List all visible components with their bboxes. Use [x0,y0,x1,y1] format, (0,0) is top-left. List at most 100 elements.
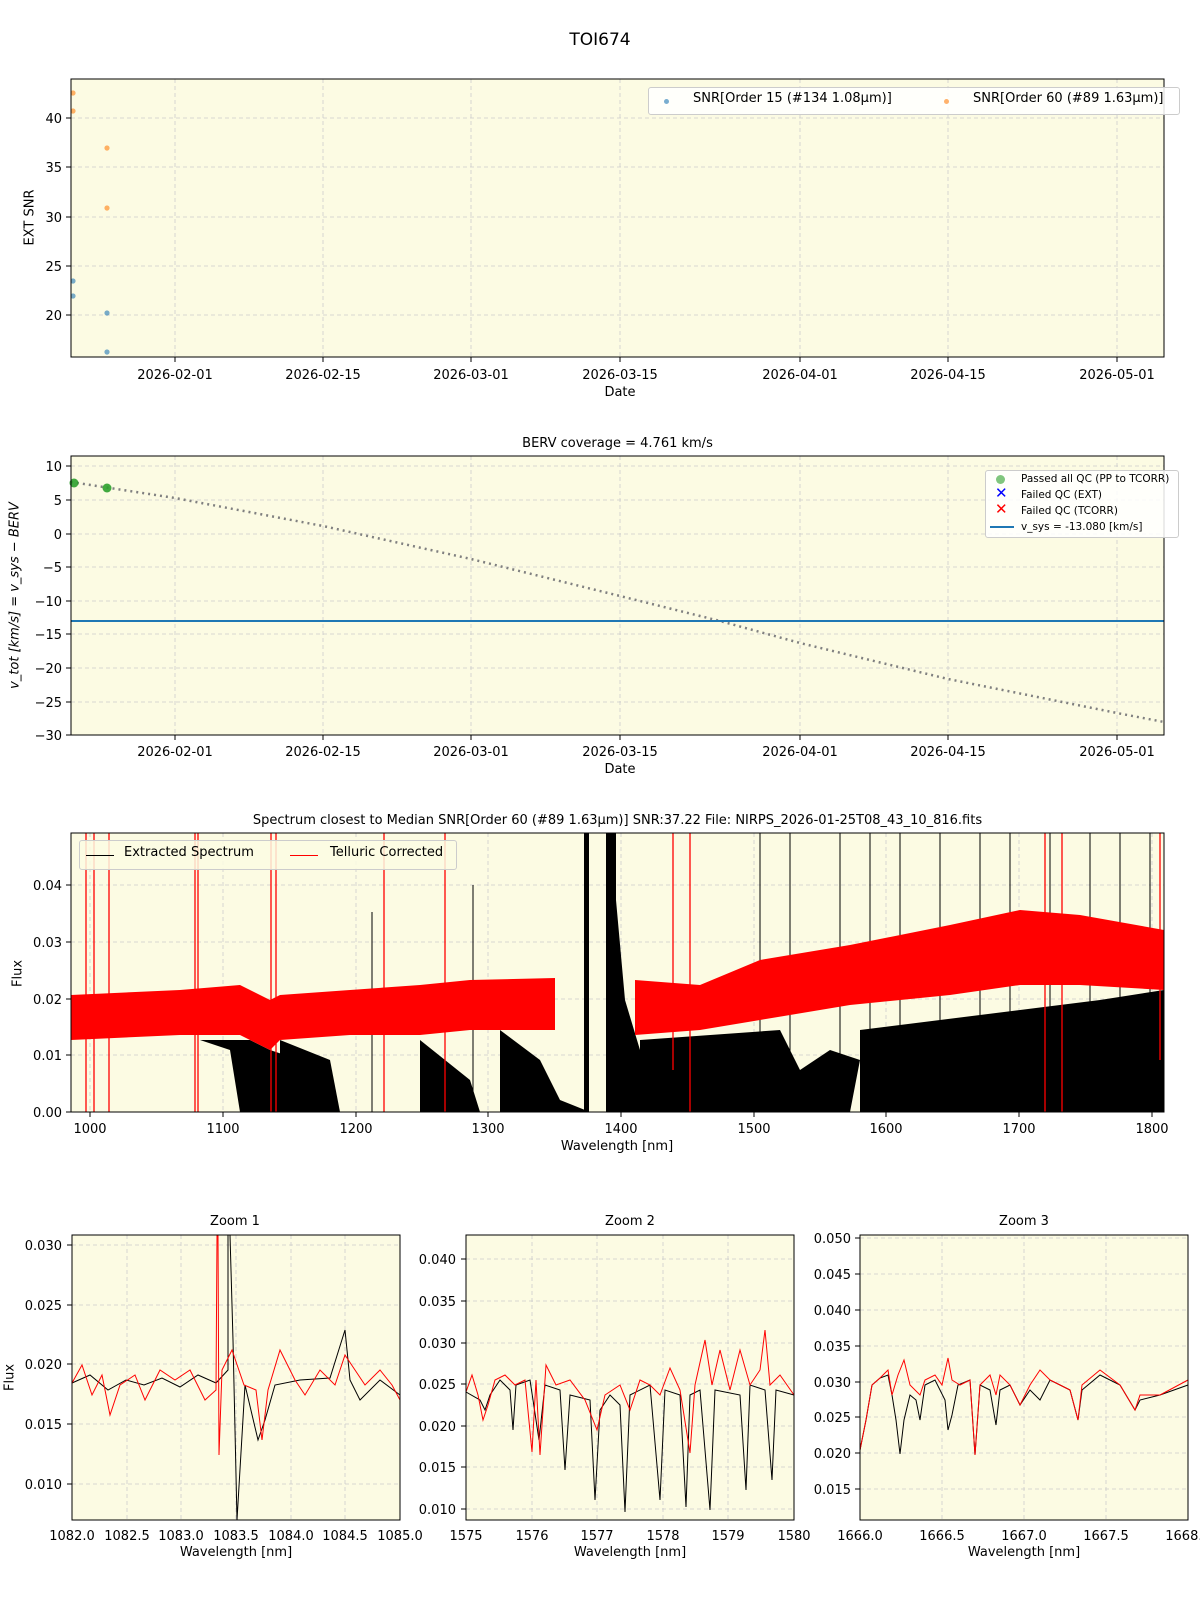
svg-text:0: 0 [54,528,62,543]
svg-text:0.015: 0.015 [419,1461,456,1476]
spectrum-legend: Extracted Spectrum Telluric Corrected [79,840,457,870]
svg-text:0.010: 0.010 [419,1503,456,1518]
svg-text:0.025: 0.025 [25,1299,62,1314]
spectrum-title: Spectrum closest to Median SNR[Order 60 … [252,813,983,828]
svg-text:0.01: 0.01 [33,1049,62,1064]
svg-text:0.03: 0.03 [33,936,62,951]
zoom3-xlabel: Wavelength [nm] [967,1545,1081,1560]
svg-text:1400: 1400 [604,1122,637,1137]
svg-text:0.030: 0.030 [419,1337,456,1352]
legend-vsys: v_sys = -13.080 [km/s] [1021,521,1143,533]
berv-ylabel: v_tot [km/s] = v_sys − BERV [7,502,23,689]
svg-text:−5: −5 [43,561,62,576]
svg-text:10: 10 [45,460,62,475]
svg-text:1500: 1500 [737,1122,770,1137]
svg-text:1083.5: 1083.5 [213,1529,259,1544]
svg-text:2026-04-01: 2026-04-01 [762,368,838,383]
svg-text:0.030: 0.030 [25,1239,62,1254]
svg-text:0.045: 0.045 [814,1268,851,1283]
spectrum-xlabel: Wavelength [nm] [560,1139,674,1154]
svg-text:2026-02-15: 2026-02-15 [285,745,361,760]
svg-text:1800: 1800 [1135,1122,1168,1137]
svg-text:0.035: 0.035 [814,1340,851,1355]
vsys-line-icon [990,526,1014,528]
svg-text:2026-05-01: 2026-05-01 [1079,368,1155,383]
zoom2-xlabel: Wavelength [nm] [573,1545,687,1560]
svg-text:1700: 1700 [1002,1122,1035,1137]
svg-text:1666.5: 1666.5 [919,1529,965,1544]
figure-title: TOI674 [569,30,631,50]
zoom1-xlabel: Wavelength [nm] [179,1545,293,1560]
svg-text:2026-04-15: 2026-04-15 [910,368,986,383]
svg-text:1579: 1579 [711,1529,744,1544]
svg-text:25: 25 [45,260,62,275]
berv-title: BERV coverage = 4.761 km/s [522,436,713,451]
svg-text:2026-03-15: 2026-03-15 [582,368,658,383]
svg-text:1084.5: 1084.5 [322,1529,368,1544]
svg-text:0.015: 0.015 [814,1483,851,1498]
svg-text:0.010: 0.010 [25,1478,62,1493]
svg-text:2026-04-01: 2026-04-01 [762,745,838,760]
svg-text:1082.0: 1082.0 [49,1529,95,1544]
svg-text:−20: −20 [35,662,62,677]
zoom1-ylabel: Flux [2,1363,18,1392]
svg-text:2026-02-15: 2026-02-15 [285,368,361,383]
zoom-charts: 0.030 0.025 0.020 0.015 0.010 1082.0 1082.5 1… [25,1232,1200,1544]
svg-text:0.050: 0.050 [814,1232,851,1247]
svg-text:−25: −25 [35,696,62,711]
legend-order60: SNR[Order 60 (#89 1.63μm)] [973,91,1164,106]
svg-text:0.030: 0.030 [814,1376,851,1391]
svg-text:20: 20 [45,309,62,324]
svg-text:0.025: 0.025 [419,1378,456,1393]
svg-text:5: 5 [54,494,62,509]
legend-telluric: Telluric Corrected [330,845,444,860]
snr-xlabel: Date [604,385,636,400]
berv-xlabel: Date [604,762,636,777]
legend-failed-ext: Failed QC (EXT) [1021,489,1102,501]
svg-text:2026-03-01: 2026-03-01 [433,368,509,383]
extracted-line-icon [86,855,114,856]
order15-marker-icon [664,99,669,104]
failed-tcorr-marker-icon: ✕ [995,500,1008,518]
legend-extracted: Extracted Spectrum [124,845,254,860]
legend-passed: Passed all QC (PP to TCORR) [1021,473,1170,485]
svg-text:0.020: 0.020 [419,1420,456,1435]
svg-text:1575: 1575 [449,1529,482,1544]
svg-text:2026-03-15: 2026-03-15 [582,745,658,760]
svg-text:1576: 1576 [515,1529,548,1544]
svg-text:0.040: 0.040 [814,1304,851,1319]
legend-order15: SNR[Order 15 (#134 1.08μm)] [693,91,892,106]
svg-text:1667.5: 1667.5 [1083,1529,1129,1544]
telluric-line-icon [290,855,318,856]
svg-text:−10: −10 [35,595,62,610]
svg-text:0.020: 0.020 [25,1358,62,1373]
svg-text:1300: 1300 [471,1122,504,1137]
snr-chart: 40 35 30 25 20 2026-02-01 2026-02-15 2026-03… [45,78,1165,383]
zoom1-title: Zoom 1 [210,1214,260,1229]
svg-text:0.040: 0.040 [419,1253,456,1268]
spectrum-ylabel: Flux [10,959,26,988]
svg-text:1000: 1000 [73,1122,106,1137]
svg-text:1666.0: 1666.0 [837,1529,883,1544]
svg-text:2026-02-01: 2026-02-01 [137,745,213,760]
berv-chart: 10 5 0 −5 −10 −15 −20 −25 −30 2026-02-01 2026-0… [35,455,1165,760]
svg-text:−30: −30 [35,729,62,744]
svg-text:35: 35 [45,161,62,176]
svg-text:1668.0: 1668.0 [1165,1529,1200,1544]
svg-text:1085.0: 1085.0 [377,1529,423,1544]
svg-text:0.04: 0.04 [33,879,62,894]
svg-text:0.015: 0.015 [25,1418,62,1433]
svg-text:1200: 1200 [339,1122,372,1137]
passed-qc-marker-icon [996,475,1005,484]
snr-legend: SNR[Order 15 (#134 1.08μm)] SNR[Order 60… [648,87,1180,115]
svg-text:30: 30 [45,211,62,226]
legend-failed-tcorr: Failed QC (TCORR) [1021,505,1118,517]
order60-marker-icon [944,99,949,104]
svg-text:2026-05-01: 2026-05-01 [1079,745,1155,760]
svg-text:−15: −15 [35,628,62,643]
svg-text:0.035: 0.035 [419,1295,456,1310]
svg-text:1578: 1578 [646,1529,679,1544]
svg-text:0.00: 0.00 [33,1106,62,1121]
svg-text:40: 40 [45,112,62,127]
svg-text:1084.0: 1084.0 [268,1529,314,1544]
